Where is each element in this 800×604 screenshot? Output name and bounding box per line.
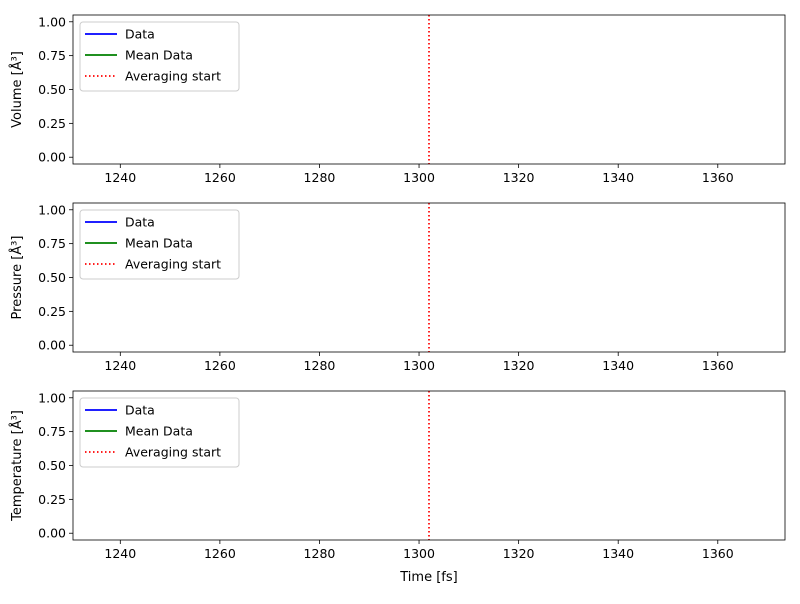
y-tick-label: 1.00 xyxy=(38,202,66,217)
x-tick-label: 1260 xyxy=(204,170,236,185)
legend-box xyxy=(79,397,240,468)
x-tick-label: 1260 xyxy=(204,546,236,561)
x-tick-label: 1240 xyxy=(104,546,136,561)
y-tick-label: 0.75 xyxy=(38,424,66,439)
x-tick-label: 1280 xyxy=(304,358,336,373)
x-tick-label: 1240 xyxy=(104,358,136,373)
legend-label: Averaging start xyxy=(125,257,221,272)
y-tick-label: 0.50 xyxy=(38,82,66,97)
y-tick-label: 1.00 xyxy=(38,390,66,405)
x-tick-label: 1320 xyxy=(503,358,535,373)
y-tick-label: 0.25 xyxy=(38,116,66,131)
axes-frame xyxy=(72,202,786,353)
legend: Data Mean Data Averaging start xyxy=(79,209,240,280)
x-tick-label: 1340 xyxy=(602,546,634,561)
legend-label: Data xyxy=(125,215,155,230)
y-tick-label: 0.25 xyxy=(38,492,66,507)
y-tick-label: 0.50 xyxy=(38,458,66,473)
y-tick-label: 0.75 xyxy=(38,48,66,63)
legend-label: Mean Data xyxy=(125,236,193,251)
y-tick-label: 0.00 xyxy=(38,338,66,353)
y-tick-label: 0.00 xyxy=(38,526,66,541)
x-tick-label: 1260 xyxy=(204,358,236,373)
legend-label: Averaging start xyxy=(125,445,221,460)
y-tick-label: 0.00 xyxy=(38,150,66,165)
legend-label: Averaging start xyxy=(125,69,221,84)
x-tick-label: 1320 xyxy=(503,170,535,185)
legend-label: Data xyxy=(125,27,155,42)
subplot-1: 1240 1260 1280 1300 1320 1340 1360 0.00 0.25 0.50… xyxy=(9,202,786,373)
x-tick-label: 1280 xyxy=(304,170,336,185)
x-tick-label: 1360 xyxy=(702,358,734,373)
x-tick-label: 1320 xyxy=(503,546,535,561)
y-tick-label: 1.00 xyxy=(38,14,66,29)
y-tick-label: 0.25 xyxy=(38,304,66,319)
x-axis-label: Time [fs] xyxy=(399,570,457,585)
axes-frame xyxy=(72,14,786,165)
x-tick-label: 1360 xyxy=(702,170,734,185)
x-tick-label: 1300 xyxy=(403,358,435,373)
legend: Data Mean Data Averaging start xyxy=(79,397,240,468)
legend: Data Mean Data Averaging start xyxy=(79,21,240,92)
x-tick-label: 1300 xyxy=(403,170,435,185)
x-tick-label: 1240 xyxy=(104,170,136,185)
subplot-2: 1240 1260 1280 1300 1320 1340 1360 0.00 0.25 0.50… xyxy=(9,390,786,585)
subplot-0: 1240 1260 1280 1300 1320 1340 1360 0.00 0.25 0.50… xyxy=(9,14,786,185)
legend-box xyxy=(79,209,240,280)
y-axis-label: Pressure [Å³] xyxy=(9,236,25,320)
y-tick-label: 0.75 xyxy=(38,236,66,251)
x-tick-label: 1280 xyxy=(304,546,336,561)
legend-label: Data xyxy=(125,403,155,418)
y-tick-label: 0.50 xyxy=(38,270,66,285)
axes-frame xyxy=(72,390,786,541)
y-axis-label: Temperature [Å³] xyxy=(9,410,25,522)
x-tick-label: 1360 xyxy=(702,546,734,561)
x-tick-label: 1300 xyxy=(403,546,435,561)
y-axis-label: Volume [Å³] xyxy=(9,51,25,128)
x-tick-label: 1340 xyxy=(602,170,634,185)
legend-box xyxy=(79,21,240,92)
x-tick-label: 1340 xyxy=(602,358,634,373)
legend-label: Mean Data xyxy=(125,48,193,63)
legend-label: Mean Data xyxy=(125,424,193,439)
